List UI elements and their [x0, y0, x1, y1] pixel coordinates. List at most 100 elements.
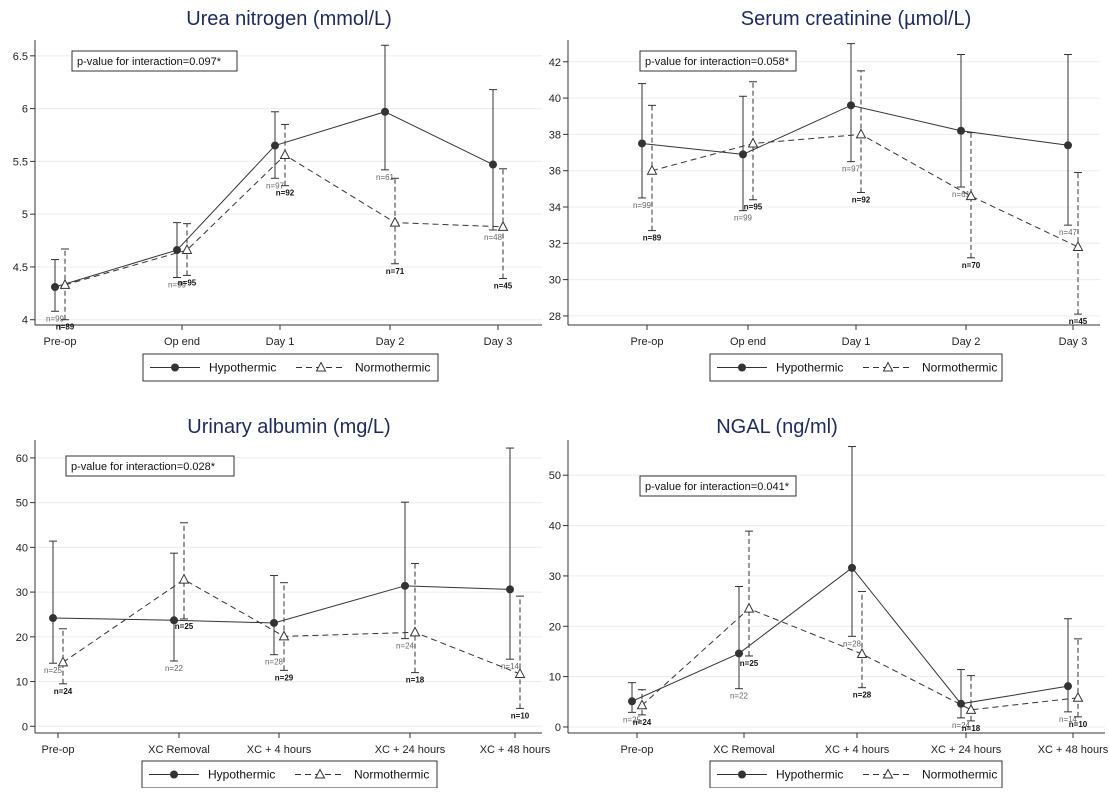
annotation-text: p-value for interaction=0.028*	[71, 461, 216, 473]
n-label: n=10	[511, 711, 530, 720]
x-tick-label: Pre-op	[43, 336, 76, 348]
series-normothermic: n=89 n=95 n=92 n=70 n=45	[643, 70, 1088, 326]
x-tick-label: XC + 24 hours	[931, 744, 1002, 756]
series-normothermic: n=24 n=25 n=29 n=18 n=10	[54, 522, 530, 720]
marker-circle	[173, 246, 181, 255]
n-label: n=14	[501, 662, 520, 671]
n-label: n=89	[56, 323, 75, 332]
n-label: n=89	[643, 234, 662, 243]
marker-circle	[401, 581, 409, 590]
marker-triangle	[1072, 240, 1084, 251]
chart-panel-2: Serum creatinine (µmol/L) 28 30 32 34 36 38 40 4…	[549, 8, 1100, 382]
marker-circle	[1064, 141, 1072, 150]
x-tick-label: Op end	[164, 336, 200, 348]
y-tick-label: 10	[549, 672, 561, 684]
n-label: n=61	[376, 173, 395, 182]
x-tick-label: Day 3	[1059, 336, 1088, 348]
marker-circle	[270, 618, 278, 627]
chart-title: Serum creatinine (µmol/L)	[741, 8, 972, 30]
x-tick-label: XC Removal	[148, 744, 210, 756]
x-tick-label: Pre-op	[620, 744, 653, 756]
n-label: n=61	[952, 190, 971, 199]
marker-triangle	[1072, 691, 1084, 702]
legend: Hypothermic Normothermic	[141, 760, 438, 789]
marker-circle	[506, 585, 514, 594]
legend: Hypothermic Normothermic	[142, 353, 439, 382]
n-label: n=18	[406, 676, 425, 685]
n-label: n=24	[952, 721, 971, 730]
marker-circle	[51, 283, 59, 291]
legend-label-hypothermic: Hypothermic	[776, 768, 843, 782]
n-label: n=24	[396, 642, 415, 651]
n-label: n=99	[168, 281, 187, 290]
n-label: n=25	[44, 666, 63, 675]
series-line	[54, 111, 494, 288]
marker-triangle	[965, 190, 977, 201]
n-label: n=95	[178, 278, 197, 287]
y-tick-label: 34	[549, 202, 561, 214]
marker-triangle	[497, 220, 509, 231]
marker-triangle	[855, 128, 867, 139]
legend-marker-normothermic	[882, 768, 894, 779]
marker-triangle	[514, 667, 526, 678]
n-label: n=25	[175, 622, 194, 631]
x-tick-label: Op end	[730, 336, 766, 348]
legend-marker-normothermic	[315, 361, 327, 372]
x-tick-label: XC + 48 hours	[480, 744, 551, 756]
marker-circle	[170, 616, 178, 625]
n-label: n=28	[843, 639, 862, 648]
legend-label-hypothermic: Hypothermic	[209, 361, 276, 375]
chart-title: NGAL (ng/ml)	[716, 416, 838, 438]
y-tick-label: 50	[549, 470, 561, 482]
legend-marker-hypothermic	[738, 363, 746, 372]
n-label: n=22	[730, 692, 749, 701]
y-tick-label: 4	[22, 315, 28, 327]
marker-circle	[381, 107, 389, 116]
series-hypothermic: n=99 n=99 n=97 n=61 n=47	[633, 43, 1078, 237]
marker-circle	[1064, 682, 1072, 691]
marker-circle	[848, 563, 856, 572]
y-tick-label: 30	[16, 587, 28, 599]
n-label: n=71	[386, 267, 405, 276]
y-tick-label: 6.5	[13, 51, 28, 63]
marker-triangle	[279, 148, 291, 160]
annotation-box	[65, 455, 235, 477]
marker-circle	[957, 126, 965, 135]
x-tick-label: Day 3	[484, 336, 513, 348]
legend: Hypothermic Normothermic	[709, 353, 1003, 382]
n-label: n=18	[962, 724, 981, 733]
marker-triangle	[389, 216, 401, 227]
n-label: n=24	[54, 687, 73, 696]
annotation-text: p-value for interaction=0.041*	[645, 481, 790, 493]
legend-label-normothermic: Normothermic	[354, 768, 429, 782]
y-tick-label: 20	[16, 632, 28, 644]
chart-panel-1: Urea nitrogen (mmol/L) 4 4.5 5 5.5 6 6.5 Pre-op…	[13, 8, 542, 382]
x-tick-label: XC + 4 hours	[825, 744, 890, 756]
y-tick-label: 4.5	[13, 262, 28, 274]
n-label: n=14	[1059, 715, 1078, 724]
marker-circle	[638, 139, 646, 148]
marker-circle	[739, 150, 747, 159]
marker-triangle	[181, 243, 193, 255]
n-label: n=28	[265, 658, 284, 667]
n-label: n=70	[962, 261, 981, 270]
chart-title: Urea nitrogen (mmol/L)	[186, 8, 392, 30]
legend-label-normothermic: Normothermic	[922, 768, 997, 782]
marker-triangle	[743, 602, 755, 613]
x-tick-label: XC Removal	[713, 744, 775, 756]
n-label: n=10	[1069, 720, 1088, 729]
marker-triangle	[178, 573, 190, 584]
series-hypothermic: n=25 n=22 n=28 n=24 n=14	[623, 446, 1078, 730]
n-label: n=24	[633, 718, 652, 727]
marker-triangle	[59, 278, 71, 289]
legend: Hypothermic Normothermic	[709, 760, 1003, 789]
legend-box	[709, 760, 1003, 789]
n-label: n=97	[842, 165, 861, 174]
x-tick-label: Pre-op	[630, 336, 663, 348]
y-tick-label: 0	[555, 722, 561, 734]
marker-circle	[49, 614, 57, 623]
x-tick-label: XC + 48 hours	[1038, 744, 1109, 756]
marker-triangle	[856, 647, 868, 658]
n-label: n=28	[853, 691, 872, 700]
